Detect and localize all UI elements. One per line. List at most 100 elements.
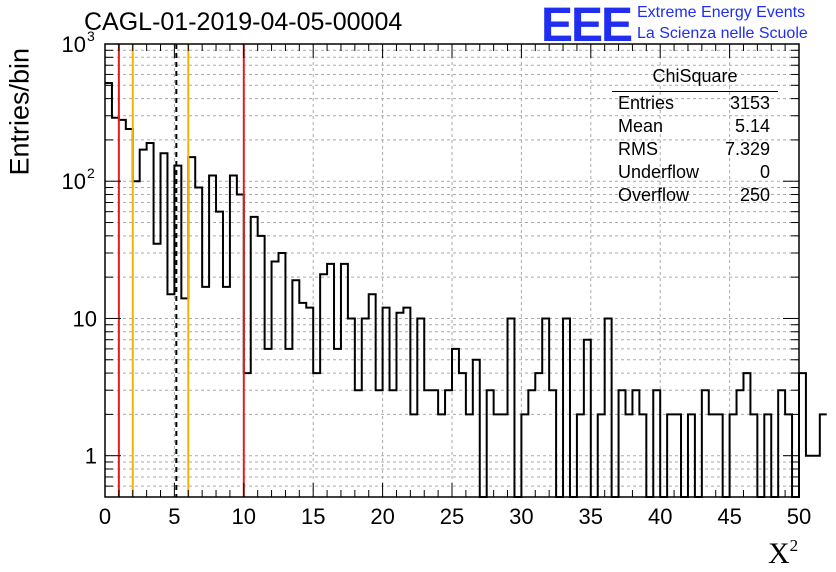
- histogram-bin: [473, 360, 480, 497]
- histogram-bin: [459, 373, 466, 497]
- histogram-bin: [334, 349, 341, 497]
- histogram-bin: [209, 176, 216, 497]
- histogram-bin: [452, 349, 459, 497]
- logo-line-1: Extreme Energy Events: [637, 4, 806, 21]
- histogram-bin: [508, 318, 515, 497]
- x-tick-label: 15: [301, 504, 325, 529]
- stats-label: Mean: [618, 116, 664, 136]
- x-tick-label: 5: [168, 504, 180, 529]
- stats-value: 250: [739, 185, 770, 205]
- x-tick-label: 50: [787, 504, 811, 529]
- stats-value: 7.329: [724, 139, 770, 159]
- histogram-bin: [292, 280, 299, 497]
- histogram-bin: [140, 150, 147, 497]
- histogram-bin: [348, 318, 355, 497]
- histogram-bin: [119, 120, 126, 497]
- x-axis-label-exponent: 2: [789, 536, 799, 555]
- histogram-bin: [105, 83, 112, 497]
- histogram-bin: [632, 390, 639, 497]
- histogram-bin: [355, 390, 362, 497]
- histogram-bin: [195, 188, 202, 497]
- histogram-bin: [549, 390, 556, 497]
- histogram-bin: [653, 390, 660, 497]
- y-tick-label-exponent: 3: [87, 28, 95, 44]
- stats-row: Entries 3153: [612, 92, 778, 115]
- histogram-bin: [237, 195, 244, 497]
- reference-lines: [117, 44, 245, 497]
- histogram-bin: [362, 318, 369, 497]
- histogram-bin: [584, 340, 591, 497]
- stats-label: Underflow: [618, 162, 700, 182]
- histogram-bin: [112, 118, 119, 497]
- y-tick-label: 10: [73, 306, 97, 331]
- stats-row: RMS 7.329: [612, 138, 778, 161]
- histogram-bin: [376, 390, 383, 497]
- y-tick-label: 10: [62, 169, 86, 194]
- histogram-bin: [126, 129, 133, 497]
- stats-box: ChiSquare Entries 3153 Mean 5.14 RMS 7.329 Und…: [612, 66, 778, 207]
- x-tick-label: 35: [579, 504, 603, 529]
- grid: [105, 44, 799, 497]
- histogram-bin: [820, 414, 827, 497]
- x-tick-label: 25: [440, 504, 464, 529]
- stats-row: Mean 5.14: [612, 115, 778, 138]
- x-axis-label: X2: [768, 536, 798, 571]
- stats-label: Entries: [618, 93, 675, 113]
- histogram-bin: [737, 390, 744, 497]
- y-axis-label: Entries/bin: [4, 47, 35, 176]
- histogram-bin: [799, 373, 806, 497]
- stats-value: 3153: [729, 93, 770, 113]
- histogram-bin: [445, 390, 452, 497]
- histogram-bin: [702, 390, 709, 497]
- histogram-bin: [265, 349, 272, 497]
- stats-row: Overflow 250: [612, 184, 778, 207]
- stats-value: 5.14: [734, 116, 770, 136]
- histogram-bin: [244, 373, 251, 497]
- stats-label: Overflow: [618, 185, 690, 205]
- stats-value: 0: [759, 162, 770, 182]
- histogram-outline: [105, 81, 827, 498]
- histogram-bin: [563, 318, 570, 497]
- x-tick-label: 20: [370, 504, 394, 529]
- histogram-bin: [431, 390, 438, 497]
- histogram-bin: [535, 373, 542, 497]
- histogram-bin: [424, 390, 431, 497]
- x-tick-label: 10: [232, 504, 256, 529]
- histogram-bin: [279, 253, 286, 497]
- x-axis-label-base: X: [768, 537, 790, 570]
- chart-title: CAGL-01-2019-04-05-00004: [84, 8, 403, 36]
- histogram-bin: [487, 390, 494, 497]
- histogram-bin: [619, 390, 626, 497]
- histogram-bin: [778, 390, 785, 497]
- eee-logo: EEE: [541, 0, 633, 52]
- histogram-bin: [147, 143, 154, 497]
- stats-row: Underflow 0: [612, 161, 778, 184]
- histogram-bin: [813, 456, 820, 497]
- histogram-bin: [313, 373, 320, 497]
- histogram-bin: [743, 373, 750, 497]
- stats-header: ChiSquare: [612, 66, 778, 92]
- histogram-bin: [251, 217, 258, 497]
- histogram-bin: [133, 181, 140, 497]
- x-tick-label: 40: [648, 504, 672, 529]
- histogram: [105, 81, 827, 498]
- histogram-bin: [230, 176, 237, 497]
- histogram-bin: [542, 318, 549, 497]
- histogram-bin: [154, 244, 161, 497]
- histogram-bin: [258, 236, 265, 497]
- histogram-bin: [417, 318, 424, 497]
- histogram-bin: [285, 349, 292, 497]
- histogram-bin: [605, 318, 612, 497]
- histogram-bin: [806, 456, 813, 497]
- histogram-bin: [320, 274, 327, 497]
- histogram-bin: [216, 212, 223, 497]
- x-tick-label: 30: [509, 504, 533, 529]
- histogram-bin: [528, 390, 535, 497]
- logo-line-2: La Scienza nelle Scuole: [637, 25, 808, 42]
- histogram-bin: [188, 157, 195, 497]
- histogram-bin: [390, 390, 397, 497]
- y-tick-label-exponent: 2: [87, 165, 95, 181]
- y-tick-label: 1: [85, 444, 97, 469]
